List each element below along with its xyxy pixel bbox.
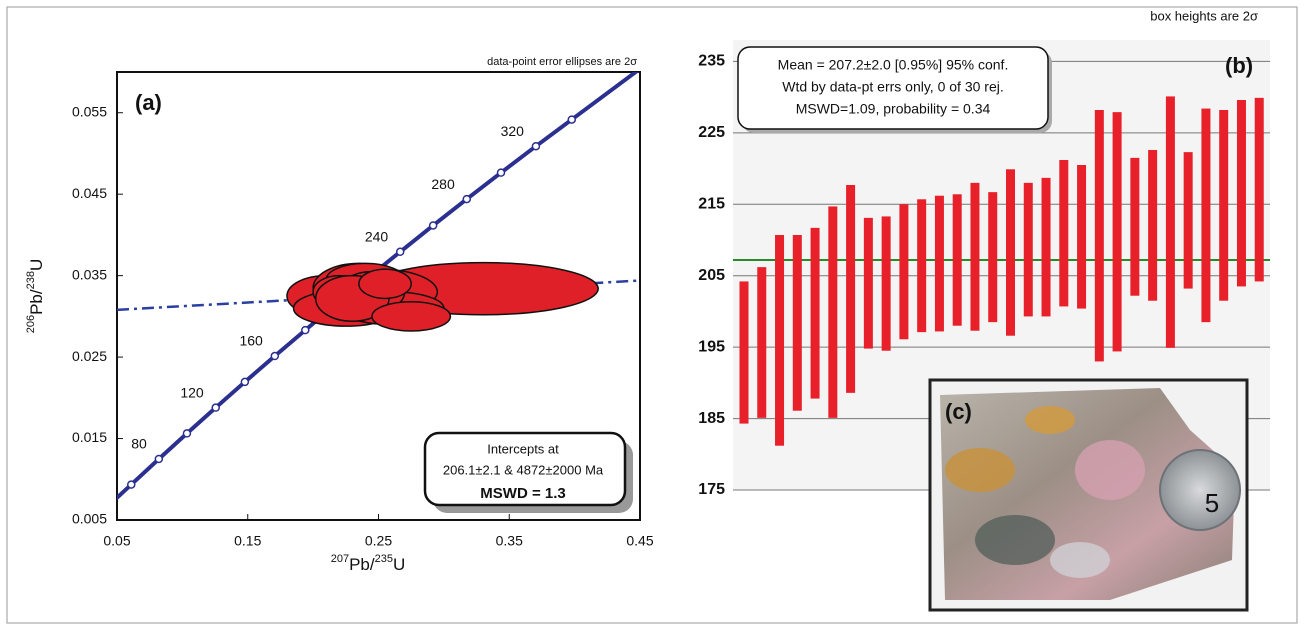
y-axis-label: 206Pb/238U [25,259,47,334]
error-bar [811,228,820,399]
photo: 5 (c) [930,380,1247,610]
x-tick-label: 0.45 [626,533,653,549]
photo-label: (c) [945,399,972,424]
error-bar [1148,150,1157,301]
error-bar [1077,165,1086,309]
y-axis-label-part: 238 [25,271,37,289]
concordia-marker [532,143,539,150]
y-tick-label: 195 [698,338,725,355]
error-bar [1237,100,1246,286]
y-tick-label: 235 [698,53,725,70]
panel-note: box heights are 2σ [1150,8,1258,23]
concordia-marker [397,248,404,255]
x-axis-label-part: 207 [331,553,349,565]
y-tick-label: 215 [698,196,725,213]
annotation-text: Wtd by data-pt errs only, 0 of 30 rej. [782,79,1004,95]
age-label: 280 [431,176,455,192]
error-bar [775,235,784,446]
y-axis-label-part: U [27,259,46,271]
concordia-marker [183,430,190,437]
age-label: 120 [180,384,204,400]
y-tick-label: 0.055 [72,103,107,119]
error-ellipse [372,302,450,331]
mineral [1075,440,1145,500]
error-bar [1255,98,1264,282]
error-bar [917,199,926,332]
y-tick-label: 0.005 [72,511,107,527]
y-tick-label: 0.035 [72,266,107,282]
age-label: 80 [131,436,147,452]
y-axis-label-part: 206 [25,315,37,333]
x-axis-label-part: 235 [375,553,393,565]
coin-text: 5 [1205,488,1219,518]
x-axis-label-part: U [393,555,405,574]
y-tick-label: 0.015 [72,429,107,445]
y-tick-label: 225 [698,124,725,141]
figure: 0.05 0.15 0.25 0.35 0.45 0.005 0.015 0.025 0.035… [0,0,1306,631]
concordia-marker [463,196,470,203]
error-bar [1024,183,1033,317]
x-axis-label-part: Pb/ [349,555,375,574]
concordia-marker [271,353,278,360]
mineral [1025,406,1075,434]
error-bar [1006,169,1015,335]
x-tick-label: 0.35 [496,533,523,549]
y-tick-label: 175 [698,481,725,498]
error-bar [793,235,802,411]
concordia-marker [498,169,505,176]
x-tick-label: 0.25 [365,533,392,549]
error-bar [740,281,749,423]
error-bar [757,267,766,418]
error-bar [1219,110,1228,301]
error-bar [899,204,908,339]
error-bar [1059,160,1068,306]
x-tick-label: 0.15 [234,533,261,549]
y-tick-label: 205 [698,267,725,284]
error-bar [1130,158,1139,296]
panel-note: data-point error ellipses are 2σ [487,56,637,68]
error-bar [882,216,891,350]
concordia-marker [430,222,437,229]
y-tick-label: 185 [698,410,725,427]
y-tick-label: 0.025 [72,348,107,364]
concordia-marker [155,455,162,462]
error-bar [988,192,997,322]
mineral [945,448,1015,492]
y-tick-label: 0.045 [72,185,107,201]
error-bar [1201,109,1210,323]
error-bar [953,194,962,325]
annotation-text: Intercepts at [487,441,559,456]
concordia-marker [568,116,575,123]
error-bar [1113,112,1122,351]
error-bar [1042,178,1051,317]
panel-label: (b) [1225,53,1253,78]
annotation-text: 206.1±2.1 & 4872±2000 Ma [443,462,604,477]
error-bar [1184,152,1193,288]
annotation-text: Mean = 207.2±2.0 [0.95%] 95% conf. [778,57,1009,73]
x-axis-label: 207Pb/235U [331,553,406,575]
concordia-marker [302,327,309,334]
error-bar [846,185,855,393]
error-bar [935,196,944,332]
error-bar [1095,110,1104,361]
error-bar [1166,96,1175,347]
x-tick-label: 0.05 [103,533,130,549]
error-bar [864,218,873,349]
annotation-text: MSWD=1.09, probability = 0.34 [796,101,991,117]
panel-label: (a) [135,90,162,115]
concordia-marker [212,404,219,411]
error-bar [828,206,837,417]
mineral [1050,542,1110,578]
mineral [975,515,1055,565]
concordia-marker [128,481,135,488]
coin [1160,450,1240,530]
concordia-marker [241,378,248,385]
error-ellipse [359,269,411,298]
y-axis-label-part: Pb/ [27,289,46,315]
age-label: 240 [365,228,389,244]
error-bar [970,183,979,331]
annotation-text: MSWD = 1.3 [480,485,565,502]
age-label: 160 [239,333,263,349]
age-label: 320 [501,123,525,139]
